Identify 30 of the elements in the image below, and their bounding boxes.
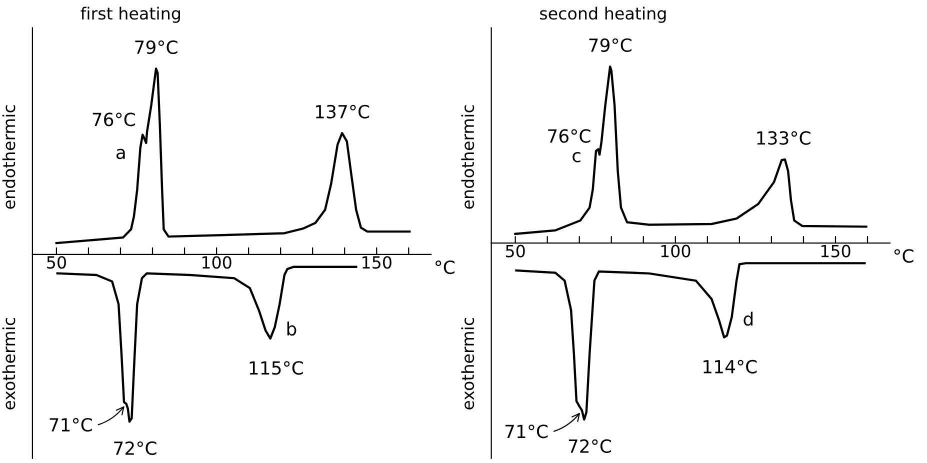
series-label: d bbox=[744, 312, 753, 326]
x-tick-label: 150 bbox=[362, 256, 392, 269]
annotation: 71°C bbox=[50, 418, 92, 432]
y-axis-title: endothermic bbox=[461, 105, 474, 209]
x-axis-title: °C bbox=[436, 260, 454, 274]
x-axis-title: °C bbox=[894, 249, 914, 263]
series-label: a bbox=[116, 148, 125, 160]
annotation: 76°C bbox=[92, 112, 135, 126]
annotation: 114°C bbox=[704, 360, 757, 374]
x-tick-label: 100 bbox=[661, 244, 690, 258]
annotation: 76°C bbox=[548, 129, 590, 143]
x-tick-label: 150 bbox=[821, 244, 850, 258]
annotation: 137°C bbox=[316, 104, 370, 118]
annotation: 79°C bbox=[135, 40, 178, 54]
annotation: 133°C bbox=[757, 131, 810, 145]
chart-title: second heating bbox=[540, 6, 666, 23]
chart-title: first heating bbox=[80, 6, 180, 23]
annotation: 72°C bbox=[568, 439, 612, 453]
text: exothermic bbox=[461, 318, 474, 410]
annotation: 71°C bbox=[505, 424, 548, 438]
x-tick-label: 50 bbox=[506, 244, 525, 258]
annotation: 115°C bbox=[250, 361, 303, 375]
series-label: c bbox=[572, 152, 580, 162]
x-tick-label: 50 bbox=[47, 256, 66, 269]
annotation: 72°C bbox=[114, 441, 156, 456]
annotation: 79°C bbox=[589, 38, 632, 52]
text: exothermic bbox=[2, 318, 16, 410]
x-tick-label: 100 bbox=[202, 256, 232, 269]
series-label: b bbox=[287, 322, 296, 336]
y-axis-title: endothermic bbox=[2, 105, 16, 209]
